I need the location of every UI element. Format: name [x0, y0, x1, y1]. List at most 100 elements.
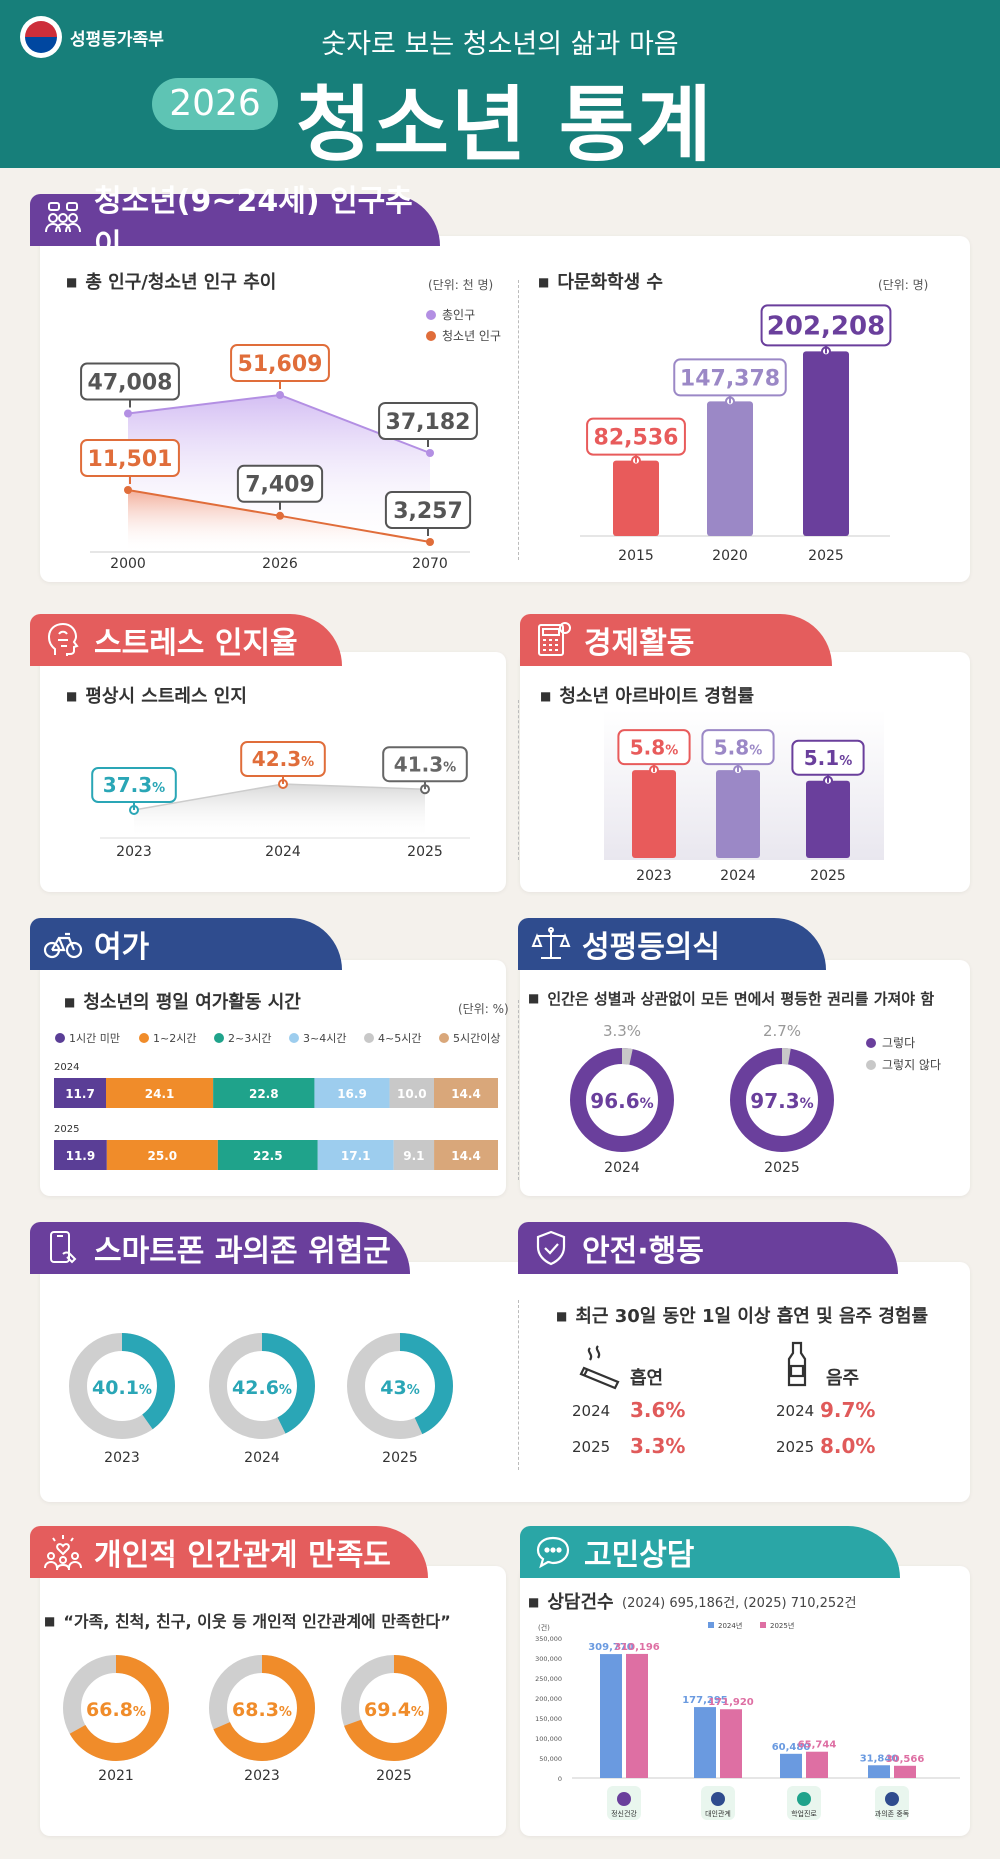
youth-point	[276, 511, 284, 520]
x-tick-label: 2025	[407, 844, 443, 860]
value-2015-label: 82,536	[594, 426, 679, 451]
economy-subtitle: 청소년 아르바이트 경험률	[540, 682, 754, 708]
y-tick-label: 50,000	[539, 1755, 562, 1763]
x-tick-label: 2070	[412, 556, 448, 572]
youth-point	[426, 538, 434, 546]
ministry-name: 성평등가족부	[70, 29, 164, 50]
segment-label: 22.5	[253, 1149, 283, 1163]
legend-label: 1~2시간	[153, 1032, 196, 1045]
donut-value-label: 42.6%	[232, 1377, 292, 1399]
donut-no-2025	[730, 1048, 834, 1152]
gender-tab: 성평등의식	[518, 918, 826, 970]
category-label: 과의존 중독	[875, 1809, 910, 1818]
multicultural-subtitle: 다문화학생 수	[538, 268, 663, 294]
legend-youth-label: 청소년 인구	[442, 329, 502, 343]
y-tick-label: 300,000	[535, 1655, 562, 1663]
category-label: 2025	[764, 1160, 800, 1176]
legend-yes: 그렇다	[866, 1034, 915, 1051]
population-line-chart: 2000 2026 2070 47,008 51,609 37,182 11,501 7,40…	[80, 344, 478, 572]
value-2023-label: 5.8%	[630, 735, 678, 759]
segment-2024	[314, 1078, 390, 1108]
donut-2023-arc	[209, 1655, 315, 1761]
drink-value-2024: 9.7%	[820, 1398, 876, 1422]
youth-2026-label: 7,409	[245, 473, 315, 498]
relations-donut-charts: 66.8% 2021 68.3% 2023 69.4% 2025	[63, 1655, 447, 1784]
category-label: 2023	[104, 1450, 140, 1466]
legend-swatch	[289, 1033, 299, 1043]
total-2000-label: 47,008	[88, 370, 173, 395]
y-tick-label: 0	[558, 1775, 562, 1783]
drink-label: 음주	[826, 1368, 860, 1389]
y-tick-label: 250,000	[535, 1675, 562, 1683]
y-tick-label: 100,000	[535, 1735, 562, 1743]
segment-label: 11.9	[66, 1149, 96, 1163]
bottle-icon	[787, 1341, 807, 1387]
smoke-label: 흡연	[630, 1368, 664, 1389]
legend-youth-swatch	[426, 330, 436, 341]
value-2020-box	[673, 358, 787, 397]
bar-대인관계	[694, 1707, 716, 1778]
segment-label: 10.0	[397, 1087, 427, 1101]
legend-no-swatch	[866, 1059, 876, 1070]
bicycle-icon	[42, 923, 84, 965]
legend-no-label: 그렇지 않다	[882, 1058, 942, 1072]
shield-check-icon	[530, 1227, 572, 1269]
bar-2015	[613, 460, 659, 536]
population-tab: 청소년(9~24세) 인구추이	[30, 184, 440, 263]
scale-icon	[530, 923, 572, 965]
gender-donut-charts: 96.6% 3.3% 2024 97.3% 2.7% 2025	[570, 1022, 834, 1176]
header-banner: 성평등가족부 숫자로 보는 청소년의 삶과 마음 2026 청소년 통계	[0, 0, 1000, 173]
bar-과의존 중독	[868, 1765, 890, 1778]
bar-학업진로	[780, 1753, 802, 1778]
gender-tab-label: 성평등의식	[582, 930, 720, 965]
divider	[518, 700, 519, 860]
x-tick-label: 2015	[618, 548, 654, 564]
category-label: 2025	[376, 1768, 412, 1784]
ministry-logo: 성평등가족부	[20, 16, 164, 58]
category-label: 정신건강	[611, 1809, 637, 1818]
header-subtitle: 숫자로 보는 청소년의 삶과 마음	[321, 29, 679, 60]
segment-label: 25.0	[148, 1149, 178, 1163]
bar-value-label: 31,840	[860, 1753, 899, 1764]
taegeuk-icon	[20, 16, 62, 58]
category-label: 학업진로	[791, 1809, 817, 1818]
relations-tab: 개인적 인간관계 만족도	[30, 1526, 428, 1578]
cigarette-icon	[579, 1345, 620, 1390]
category-icon	[711, 1792, 725, 1806]
leisure-tab: 여가	[30, 918, 342, 970]
bar-과의존 중독	[894, 1765, 916, 1778]
y-tick-label: 200,000	[535, 1695, 562, 1703]
speech-bubble-icon	[532, 1531, 574, 1573]
youth-2070-label: 3,257	[393, 499, 463, 524]
counsel-summary: (2024) 695,186건, (2025) 710,252건	[622, 1596, 857, 1611]
segment-2025	[54, 1140, 107, 1170]
bar-2020	[707, 401, 753, 536]
segment-label: 24.1	[145, 1087, 175, 1101]
segment-label: 17.1	[341, 1149, 371, 1163]
legend-yes-label: 그렇다	[882, 1036, 916, 1050]
safety-tab: 안전·행동	[518, 1222, 898, 1274]
segment-2024	[213, 1078, 315, 1108]
donut-no-2024	[570, 1048, 674, 1152]
stress-tab-label: 스트레스 인지율	[94, 626, 298, 661]
drink-year-2025: 2025	[776, 1438, 815, 1456]
stress-tab: 스트레스 인지율	[30, 614, 342, 666]
legend-swatch	[760, 1622, 766, 1628]
segment-label: 16.9	[337, 1087, 367, 1101]
legend-swatch	[364, 1033, 374, 1043]
donut-value-label: 68.3%	[232, 1699, 292, 1721]
youth-area	[128, 490, 430, 552]
divider	[518, 1300, 519, 1470]
legend-total-swatch	[426, 309, 436, 320]
bar-정신건강	[600, 1654, 622, 1778]
donut-value-label: 40.1%	[92, 1377, 152, 1399]
legend-label: 2024년	[718, 1621, 742, 1630]
economy-tab-label: 경제활동	[584, 626, 695, 661]
bar-정신건강	[626, 1653, 648, 1778]
category-icon	[617, 1792, 631, 1806]
segment-2024	[434, 1078, 498, 1108]
donut-no-label: 3.3%	[603, 1022, 641, 1040]
bar-value-label: 65,744	[798, 1740, 837, 1751]
legend-swatch	[214, 1033, 224, 1043]
legend-swatch	[139, 1033, 149, 1043]
